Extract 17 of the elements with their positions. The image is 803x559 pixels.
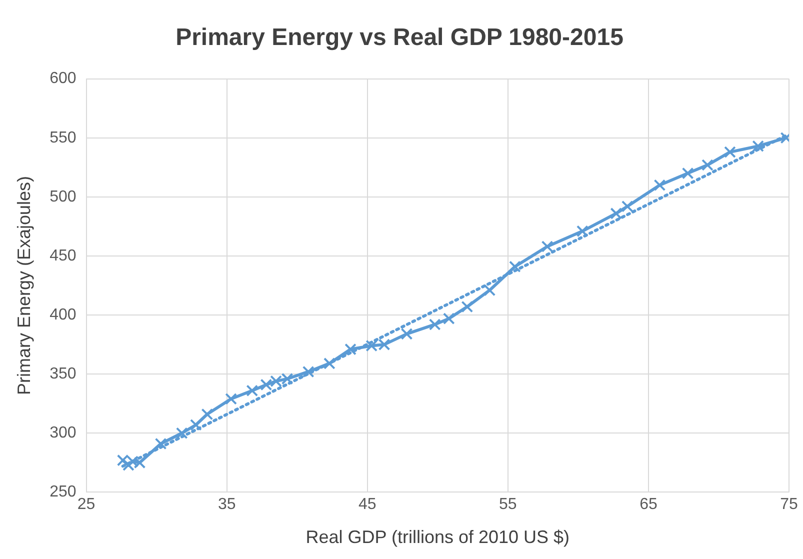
y-tick-label: 600 bbox=[50, 70, 76, 88]
x-tick-label: 35 bbox=[218, 496, 236, 514]
x-tick-label: 75 bbox=[780, 496, 798, 514]
y-tick-label: 500 bbox=[50, 188, 76, 206]
y-tick-label: 300 bbox=[50, 424, 76, 442]
x-tick-label: 45 bbox=[358, 496, 376, 514]
y-tick-label: 250 bbox=[50, 484, 76, 501]
x-tick-label: 55 bbox=[499, 496, 517, 514]
chart-title: Primary Energy vs Real GDP 1980-2015 bbox=[176, 24, 624, 52]
y-tick-label: 350 bbox=[50, 365, 76, 382]
x-tick-label: 25 bbox=[77, 496, 96, 514]
y-tick-label: 550 bbox=[50, 129, 76, 146]
x-tick-label: 65 bbox=[640, 496, 658, 514]
y-tick-label: 450 bbox=[50, 247, 76, 264]
y-axis-title: Primary Energy (Exajoules) bbox=[14, 176, 34, 396]
x-axis-title: Real GDP (trillions of 2010 US $) bbox=[306, 527, 570, 548]
y-tick-label: 400 bbox=[50, 306, 76, 324]
